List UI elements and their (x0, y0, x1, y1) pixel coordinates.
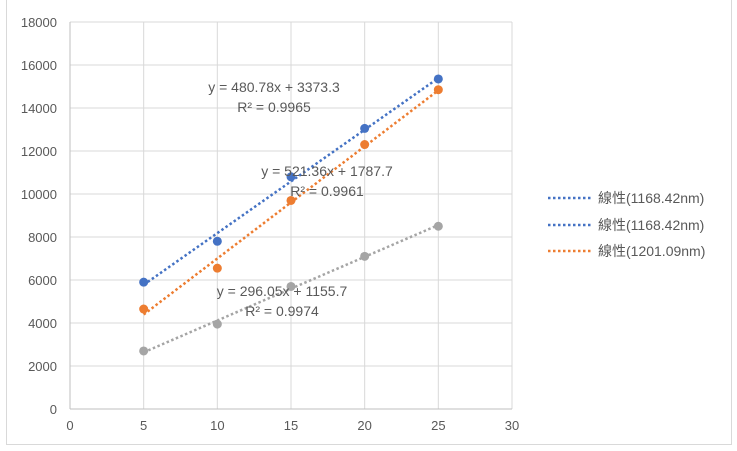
data-point (139, 304, 149, 314)
x-tick-label: 15 (284, 418, 298, 433)
equation-label: y = 521.36x + 1787.7 (261, 163, 393, 179)
data-point (286, 172, 296, 182)
data-point (360, 251, 370, 261)
y-tick-label: 6000 (28, 273, 57, 288)
x-tick-label: 25 (431, 418, 445, 433)
legend-item[interactable]: 線性(1168.42nm) (548, 190, 704, 206)
equation-label: y = 480.78x + 3373.3 (208, 79, 340, 95)
data-point (286, 195, 296, 205)
y-tick-label: 0 (50, 402, 57, 417)
data-points (139, 74, 443, 356)
legend-item[interactable]: 線性(1201.09nm) (548, 243, 705, 259)
data-point (360, 140, 370, 150)
data-point (212, 236, 222, 246)
data-point (360, 123, 370, 133)
legend-label: 線性(1168.42nm) (598, 190, 704, 206)
y-tick-label: 10000 (21, 187, 57, 202)
legend: 線性(1168.42nm) 線性(1168.42nm) 線性(1201.09nm… (548, 190, 705, 259)
y-tick-label: 18000 (21, 15, 57, 30)
y-tick-label: 4000 (28, 316, 57, 331)
r-squared-label: R² = 0.9961 (290, 183, 364, 199)
y-tick-label: 16000 (21, 58, 57, 73)
x-tick-label: 30 (505, 418, 519, 433)
r-squared-label: R² = 0.9974 (245, 303, 319, 319)
legend-item[interactable]: 線性(1168.42nm) (548, 217, 704, 233)
data-point (212, 263, 222, 273)
r-squared-label: R² = 0.9965 (237, 99, 311, 115)
x-tick-label: 0 (66, 418, 73, 433)
equation-label: y = 296.05x + 1155.7 (217, 283, 348, 299)
y-tick-label: 2000 (28, 359, 57, 374)
x-tick-label: 20 (357, 418, 371, 433)
data-point (212, 319, 222, 329)
data-point (286, 281, 296, 291)
legend-label: 線性(1168.42nm) (598, 217, 704, 233)
y-tick-labels: 0 2000 4000 6000 8000 10000 12000 14000 16000 180… (21, 15, 57, 417)
y-tick-label: 8000 (28, 230, 57, 245)
chart-frame (6, 0, 732, 445)
x-tick-label: 5 (140, 418, 147, 433)
data-point (433, 221, 443, 231)
data-point (139, 277, 149, 287)
data-point (433, 74, 443, 84)
y-tick-label: 12000 (21, 144, 57, 159)
trendline-annotations: y = 480.78x + 3373.3 R² = 0.9965 y = 521… (208, 79, 393, 319)
axes (69, 22, 512, 410)
data-point (139, 346, 149, 356)
y-tick-label: 14000 (21, 101, 57, 116)
legend-label: 線性(1201.09nm) (598, 243, 705, 259)
data-point (433, 85, 443, 95)
x-tick-labels: 0 5 10 15 20 25 30 (66, 418, 519, 433)
x-tick-label: 10 (210, 418, 224, 433)
